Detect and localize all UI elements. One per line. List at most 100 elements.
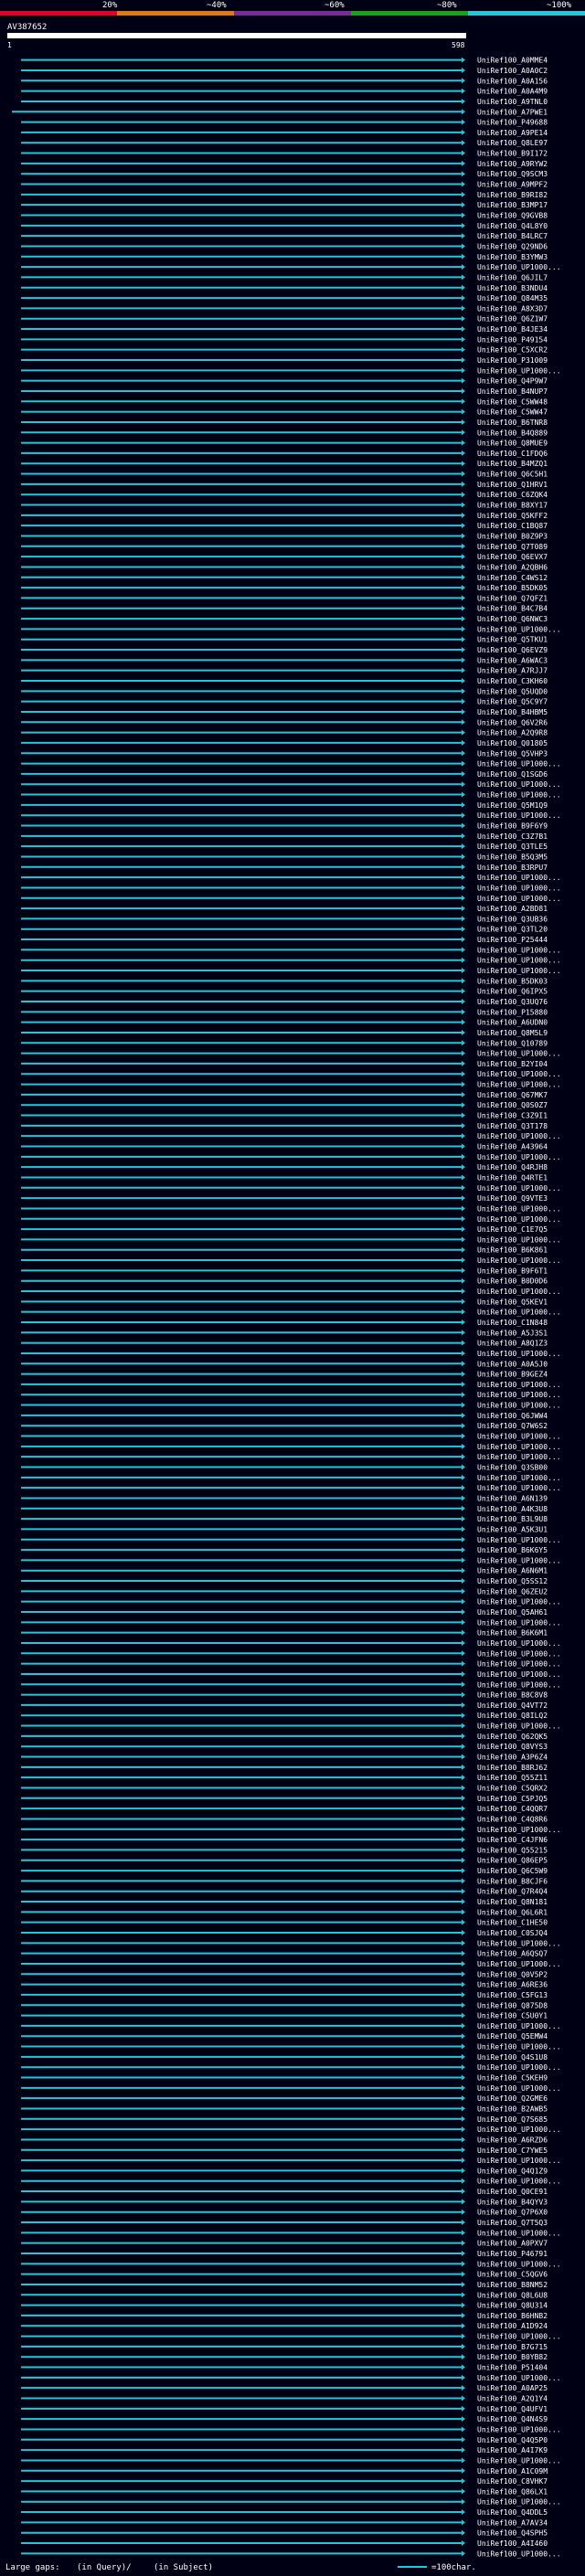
hit-label[interactable]: UniRef100_Q86LX1	[477, 2487, 548, 2496]
hit-label[interactable]: UniRef100_UP1000...	[477, 957, 561, 965]
hit-label[interactable]: UniRef100_A6WAC3	[477, 656, 548, 664]
hit-label[interactable]: UniRef100_UP1000...	[477, 1153, 561, 1161]
hit-label[interactable]: UniRef100_Q4SPH5	[477, 2529, 548, 2538]
hit-row[interactable]: UniRef100_Q4Q1Z9	[21, 2167, 548, 2175]
hit-row[interactable]: UniRef100_B4MZQ1	[21, 460, 548, 468]
hit-label[interactable]: UniRef100_UP1000...	[477, 1350, 561, 1358]
hit-row[interactable]: UniRef100_B6HNB2	[21, 2312, 548, 2320]
hit-label[interactable]: UniRef100_C5U0Y1	[477, 2012, 548, 2020]
hit-row[interactable]: UniRef100_Q6C5H1	[21, 471, 548, 479]
hit-label[interactable]: UniRef100_Q7QFZ1	[477, 594, 548, 602]
hit-row[interactable]: UniRef100_B4QYV3	[21, 2198, 548, 2206]
hit-row[interactable]: UniRef100_C4WS12	[21, 574, 548, 582]
hit-row[interactable]: UniRef100_Q4P9W7	[21, 377, 548, 386]
hit-label[interactable]: UniRef100_B9RI82	[477, 191, 548, 199]
hit-row[interactable]: UniRef100_Q8L6U8	[21, 2291, 548, 2299]
hit-label[interactable]: UniRef100_UP1000...	[477, 1826, 561, 1834]
hit-label[interactable]: UniRef100_Q8VYS3	[477, 1743, 548, 1751]
hit-label[interactable]: UniRef100_UP1000...	[477, 1402, 561, 1410]
hit-row[interactable]: UniRef100_B6TNR8	[21, 419, 548, 427]
hit-label[interactable]: UniRef100_Q6EVX7	[477, 553, 548, 561]
hit-label[interactable]: UniRef100_A1C09M	[477, 2467, 548, 2475]
hit-row[interactable]: UniRef100_B9I172	[21, 150, 548, 158]
hit-label[interactable]: UniRef100_A0A156	[477, 77, 548, 85]
hit-row[interactable]: UniRef100_Q875D8	[21, 2001, 548, 2009]
hit-row[interactable]: UniRef100_C1HE50	[21, 1919, 548, 1927]
hit-row[interactable]: UniRef100_UP1000...	[21, 1153, 561, 1161]
hit-row[interactable]: UniRef100_A2BD81	[21, 905, 548, 913]
hit-label[interactable]: UniRef100_UP1000...	[477, 1939, 561, 1947]
hit-row[interactable]: UniRef100_Q86LX1	[21, 2487, 548, 2496]
hit-row[interactable]: UniRef100_UP1000...	[21, 1680, 561, 1689]
hit-row[interactable]: UniRef100_Q6IPX5	[21, 988, 548, 996]
hit-label[interactable]: UniRef100_UP1000...	[477, 1649, 561, 1658]
hit-label[interactable]: UniRef100_Q8M5L9	[477, 1029, 548, 1037]
hit-row[interactable]: UniRef100_B0D0D6	[21, 1277, 548, 1286]
hit-label[interactable]: UniRef100_B9GEZ4	[477, 1371, 548, 1379]
hit-row[interactable]: UniRef100_C5U0Y1	[21, 2012, 548, 2020]
hit-label[interactable]: UniRef100_UP1000...	[477, 2022, 561, 2030]
hit-row[interactable]: UniRef100_A7RJJ7	[21, 667, 548, 675]
hit-row[interactable]: UniRef100_B5DK03	[21, 977, 548, 985]
hit-label[interactable]: UniRef100_UP1000...	[477, 1556, 561, 1564]
hit-label[interactable]: UniRef100_UP1000...	[477, 946, 561, 954]
hit-label[interactable]: UniRef100_UP1000...	[477, 2043, 561, 2051]
hit-label[interactable]: UniRef100_A7RJJ7	[477, 667, 548, 675]
hit-label[interactable]: UniRef100_Q8LE97	[477, 139, 548, 147]
hit-row[interactable]: UniRef100_UP1000...	[21, 1474, 561, 1482]
hit-label[interactable]: UniRef100_B3NDU4	[477, 284, 548, 292]
hit-label[interactable]: UniRef100_Q01805	[477, 739, 548, 747]
hit-row[interactable]: UniRef100_C5XCR2	[21, 346, 548, 355]
hit-label[interactable]: UniRef100_B8RJ62	[477, 1764, 548, 1772]
hit-row[interactable]: UniRef100_C8VHK7	[21, 2477, 548, 2486]
hit-label[interactable]: UniRef100_A9RYW2	[477, 160, 548, 168]
hit-label[interactable]: UniRef100_Q29ND6	[477, 242, 548, 250]
hit-label[interactable]: UniRef100_B3RPU7	[477, 864, 548, 872]
hit-label[interactable]: UniRef100_A4I460	[477, 2539, 548, 2548]
hit-label[interactable]: UniRef100_B4C7B4	[477, 605, 548, 613]
hit-row[interactable]: UniRef100_UP1000...	[21, 2043, 561, 2051]
hit-label[interactable]: UniRef100_B8XY17	[477, 502, 548, 510]
hit-row[interactable]: UniRef100_Q6EVZ9	[21, 646, 548, 654]
hit-label[interactable]: UniRef100_P51404	[477, 2364, 548, 2372]
hit-label[interactable]: UniRef100_A2Q9R8	[477, 729, 548, 737]
hit-label[interactable]: UniRef100_UP1000...	[477, 2260, 561, 2268]
hit-row[interactable]: UniRef100_Q6NWC3	[21, 615, 548, 623]
hit-row[interactable]: UniRef100_UP1000...	[21, 1443, 561, 1451]
hit-row[interactable]: UniRef100_B3L9U8	[21, 1515, 548, 1523]
hit-label[interactable]: UniRef100_Q1HRV1	[477, 481, 548, 489]
hit-row[interactable]: UniRef100_Q7T089	[21, 543, 548, 551]
hit-row[interactable]: UniRef100_Q8U314	[21, 2302, 548, 2310]
hit-row[interactable]: UniRef100_Q4RJH8	[21, 1163, 548, 1171]
hit-row[interactable]: UniRef100_B2YI04	[21, 1060, 548, 1068]
hit-label[interactable]: UniRef100_UP1000...	[477, 967, 561, 975]
hit-label[interactable]: UniRef100_Q0S0Z7	[477, 1101, 548, 1109]
hit-row[interactable]: UniRef100_Q3TLE5	[21, 843, 548, 851]
hit-label[interactable]: UniRef100_B3YMW3	[477, 253, 548, 261]
hit-row[interactable]: UniRef100_P46791	[21, 2250, 548, 2258]
hit-row[interactable]: UniRef100_Q29ND6	[21, 242, 548, 250]
hit-row[interactable]: UniRef100_A0A5J0	[21, 1360, 548, 1368]
hit-row[interactable]: UniRef100_P31009	[21, 356, 548, 365]
hit-label[interactable]: UniRef100_A1D924	[477, 2322, 548, 2330]
hit-row[interactable]: UniRef100_Q7W6S2	[21, 1422, 548, 1430]
hit-row[interactable]: UniRef100_UP1000...	[21, 1081, 561, 1089]
hit-row[interactable]: UniRef100_UP1000...	[21, 2456, 561, 2465]
hit-label[interactable]: UniRef100_UP1000...	[477, 1050, 561, 1058]
hit-label[interactable]: UniRef100_Q5M1Q9	[477, 801, 548, 810]
hit-row[interactable]: UniRef100_B0YB82	[21, 2353, 548, 2361]
hit-label[interactable]: UniRef100_Q9GVB8	[477, 211, 548, 219]
hit-row[interactable]: UniRef100_Q5SS12	[21, 1577, 548, 1585]
hit-label[interactable]: UniRef100_UP1000...	[477, 2157, 561, 2165]
hit-label[interactable]: UniRef100_Q3UQ76	[477, 998, 548, 1006]
hit-row[interactable]: UniRef100_Q01805	[21, 739, 548, 747]
hit-row[interactable]: UniRef100_UP1000...	[21, 1350, 561, 1358]
hit-label[interactable]: UniRef100_Q9SCM3	[477, 170, 548, 178]
hit-row[interactable]: UniRef100_C3KH60	[21, 677, 548, 685]
hit-row[interactable]: UniRef100_UP1000...	[21, 1184, 561, 1193]
hit-row[interactable]: UniRef100_A9RYW2	[21, 160, 548, 168]
hit-row[interactable]: UniRef100_Q5C9Y7	[21, 698, 548, 706]
hit-row[interactable]: UniRef100_A6N6M1	[21, 1567, 548, 1575]
hit-row[interactable]: UniRef100_B5DK05	[21, 584, 548, 592]
hit-label[interactable]: UniRef100_UP1000...	[477, 1670, 561, 1679]
